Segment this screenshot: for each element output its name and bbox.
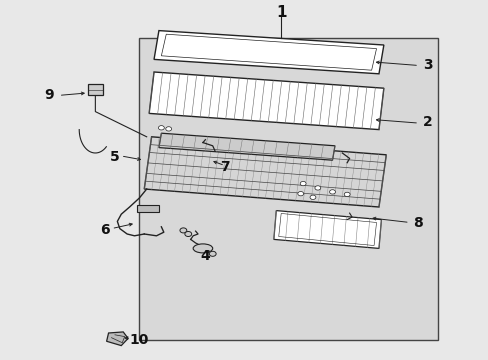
- Text: 7: 7: [220, 161, 229, 174]
- Text: 5: 5: [110, 150, 120, 163]
- Text: 6: 6: [100, 224, 110, 237]
- Circle shape: [309, 195, 315, 199]
- Circle shape: [344, 192, 349, 197]
- Polygon shape: [273, 211, 381, 248]
- Circle shape: [180, 228, 186, 233]
- Circle shape: [165, 127, 171, 131]
- Ellipse shape: [193, 244, 212, 253]
- Polygon shape: [161, 34, 376, 70]
- Polygon shape: [159, 133, 334, 160]
- Text: 4: 4: [200, 249, 210, 262]
- Bar: [137, 205, 159, 212]
- Circle shape: [158, 126, 164, 130]
- Circle shape: [329, 190, 335, 194]
- Circle shape: [300, 181, 305, 186]
- Text: 2: 2: [422, 116, 432, 129]
- Circle shape: [184, 231, 191, 237]
- Text: 3: 3: [422, 58, 432, 72]
- Circle shape: [209, 251, 216, 256]
- Text: 9: 9: [44, 89, 54, 102]
- Text: 1: 1: [275, 5, 286, 20]
- Polygon shape: [149, 72, 383, 130]
- Circle shape: [314, 186, 320, 190]
- Circle shape: [297, 192, 303, 196]
- Text: 10: 10: [129, 333, 149, 347]
- Polygon shape: [144, 137, 386, 207]
- Polygon shape: [106, 332, 128, 346]
- Text: 8: 8: [412, 216, 422, 230]
- Polygon shape: [154, 31, 383, 74]
- Bar: [139, 38, 437, 340]
- Bar: [88, 84, 102, 95]
